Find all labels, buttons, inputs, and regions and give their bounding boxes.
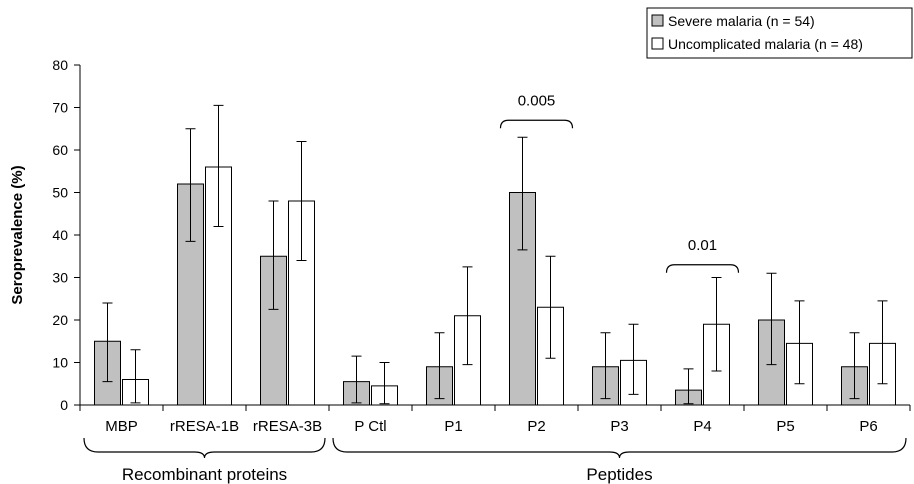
y-tick-label: 30 [52, 270, 68, 286]
x-tick-label: P Ctl [354, 418, 386, 435]
legend-label-uncomplicated: Uncomplicated malaria (n = 48) [668, 36, 863, 52]
y-tick-label: 50 [52, 185, 68, 201]
group-label: Peptides [586, 465, 652, 484]
x-tick-label: P3 [610, 418, 628, 435]
group-brace [332, 437, 907, 459]
bars [94, 104, 896, 406]
significance-annotations: 0.005 0.01 [499, 92, 740, 273]
y-tick-label: 0 [60, 397, 68, 413]
legend-box [646, 7, 913, 59]
significance-bracket [499, 119, 574, 129]
legend-swatch-severe [651, 14, 664, 27]
y-tick-label: 40 [52, 227, 68, 243]
y-axis: 0 10 20 30 40 50 60 70 80 [52, 57, 81, 413]
group-label: Recombinant proteins [122, 465, 287, 484]
x-tick-label: rRESA-3B [253, 418, 322, 435]
legend-label-severe: Severe malaria (n = 54) [668, 13, 815, 29]
x-tick-label: P2 [527, 418, 545, 435]
x-axis: MBP rRESA-1B rRESA-3B P Ctl P1 P2 P3 P4 P5 P6 [79, 404, 911, 435]
y-tick-label: 70 [52, 100, 68, 116]
y-tick-label: 60 [52, 142, 68, 158]
y-axis-label: Seroprevalence (%) [9, 165, 26, 304]
x-tick-label: P4 [693, 418, 711, 435]
significance-label: 0.01 [688, 237, 717, 254]
x-tick-label: MBP [105, 418, 138, 435]
legend-swatch-uncomplicated [651, 37, 664, 50]
category-groups: Recombinant proteins Peptides [83, 437, 907, 484]
x-tick-label: P1 [444, 418, 462, 435]
y-tick-label: 10 [52, 355, 68, 371]
legend: Severe malaria (n = 54) Uncomplicated ma… [646, 7, 913, 59]
y-tick-label: 20 [52, 312, 68, 328]
x-tick-label: P5 [776, 418, 794, 435]
x-tick-label: P6 [859, 418, 877, 435]
significance-label: 0.005 [518, 92, 556, 109]
group-brace [83, 437, 326, 459]
significance-bracket [665, 264, 740, 273]
y-tick-label: 80 [52, 57, 68, 73]
x-tick-label: rRESA-1B [170, 418, 239, 435]
